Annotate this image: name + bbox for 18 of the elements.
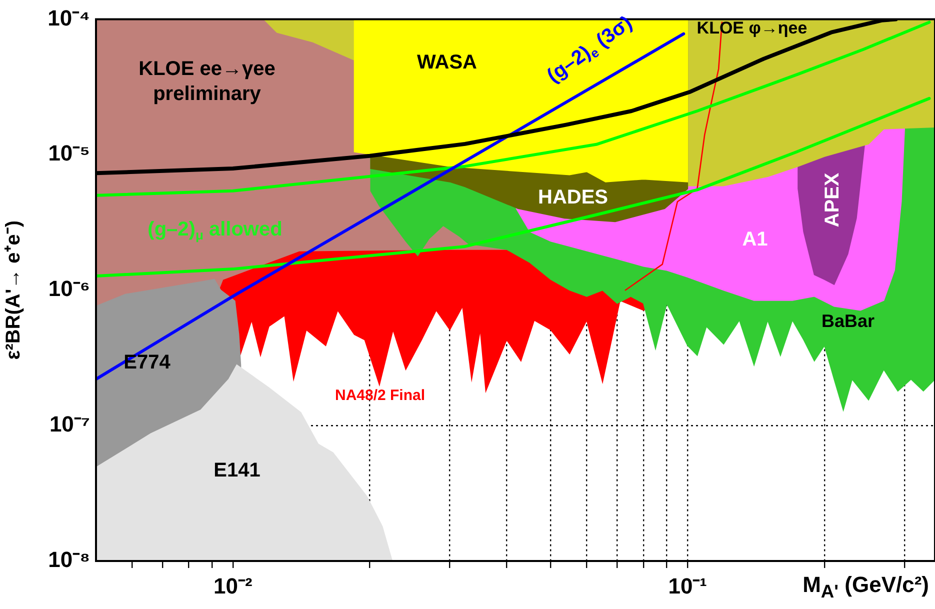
- annotation: E774: [124, 352, 172, 374]
- y-tick-label: 10⁻⁸: [48, 547, 90, 572]
- y-tick-label: 10⁻⁵: [48, 140, 90, 166]
- y-tick-label: 10⁻⁶: [48, 276, 90, 302]
- annotation: HADES: [538, 186, 608, 209]
- annotation: BaBar: [821, 310, 875, 331]
- x-tick-label: 10⁻¹: [668, 573, 707, 598]
- y-tick-label: 10⁻⁷: [49, 412, 90, 437]
- y-axis-title: ε²BR(A'→ e⁺e⁻): [2, 220, 25, 360]
- y-tick-label: 10⁻⁴: [48, 5, 90, 30]
- annotation: A1: [742, 228, 768, 251]
- x-tick-label: 10⁻²: [213, 573, 252, 598]
- annotation: APEX: [822, 172, 844, 228]
- annotation: NA48/2 Final: [334, 387, 426, 404]
- annotation: WASA: [417, 52, 477, 74]
- x-axis-title: M$_{A'}$ (GeV/c²): [802, 572, 929, 602]
- annotation: KLOE ee→γee preliminary: [138, 58, 276, 106]
- annotation: E141: [214, 460, 260, 482]
